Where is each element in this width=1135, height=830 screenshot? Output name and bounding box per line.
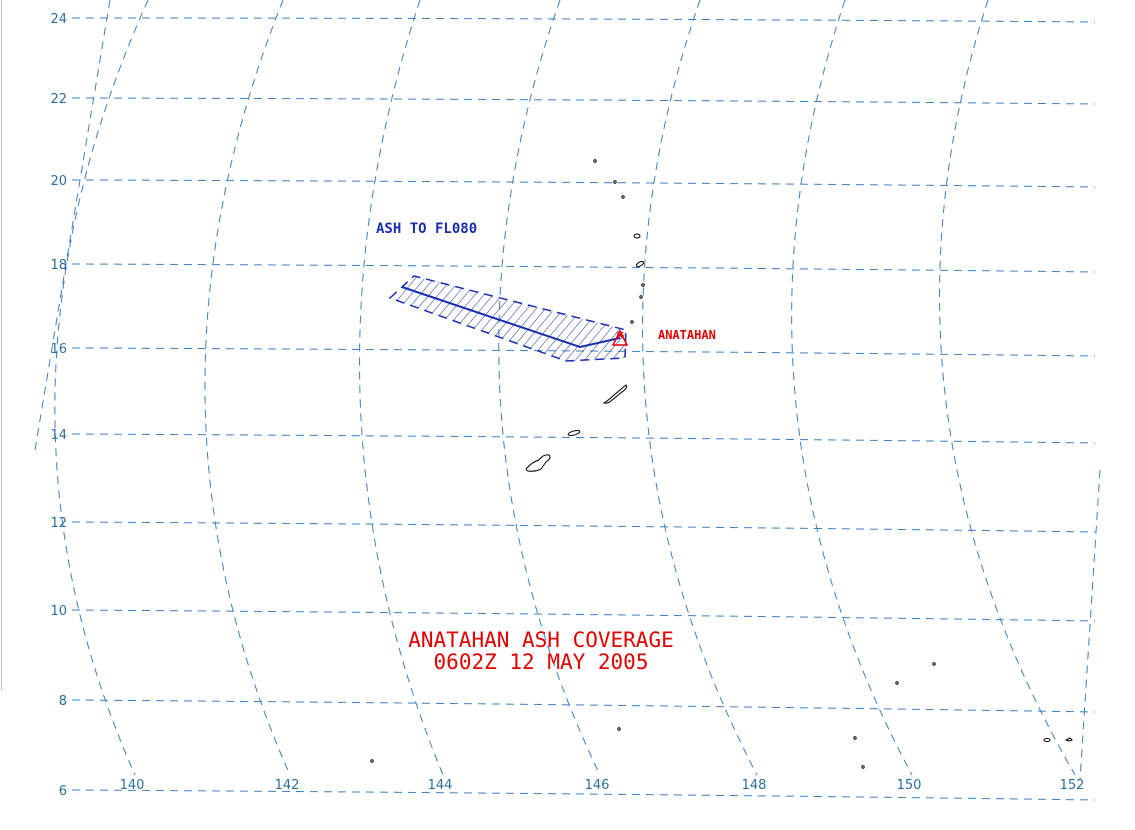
ash-area [388,275,627,362]
latitude-label: 14 [50,428,67,443]
longitude-line [939,0,1076,776]
longitude-line [34,0,111,451]
latitude-line [71,521,1096,533]
latitude-label: 8 [59,694,67,709]
latitude-label: 6 [59,784,67,799]
ash-label: ASH TO FL080 [376,221,477,237]
longitude-line [642,0,758,776]
volcano-label: ANATAHAN [658,328,716,342]
latitude-line [71,699,1096,713]
ash-polygon [388,275,627,362]
longitude-label: 142 [275,778,300,793]
longitude-label: 146 [585,778,610,793]
ash-trajectory [401,286,621,349]
latitude-label: 12 [50,516,67,531]
latitude-label: 18 [50,258,67,273]
longitude-line [359,0,444,776]
latitude-line [71,179,1096,188]
map-title: ANATAHAN ASH COVERAGE [408,628,674,652]
longitude-label: 152 [1060,778,1085,793]
latitude-line [71,17,1096,23]
map-subtitle: 0602Z 12 MAY 2005 [434,650,649,674]
longitude-label: 144 [428,778,453,793]
latitude-label: 10 [50,604,67,619]
longitude-line [1079,469,1101,781]
longitude-line [204,0,291,776]
latitude-line [71,263,1096,273]
latitude-line [71,789,1096,801]
latitude-line [71,609,1096,622]
latitude-label: 16 [50,342,67,357]
longitude-line [498,0,601,776]
longitude-label: 140 [120,778,145,793]
islands [370,159,1073,769]
latitude-line [71,97,1096,105]
graticule-labels: 24 22 20 18 16 14 12 10 8 6 140 142 144 146 148 150 152 [50,12,1084,799]
longitude-label: 150 [897,778,922,793]
graticule [34,0,1101,801]
longitude-label: 148 [742,778,767,793]
latitude-label: 20 [50,174,67,189]
longitude-line [54,0,149,776]
latitude-label: 24 [50,12,67,27]
latitude-line [71,433,1096,444]
volcano-symbol [611,329,629,346]
latitude-label: 22 [50,92,67,107]
longitude-line [791,0,913,776]
